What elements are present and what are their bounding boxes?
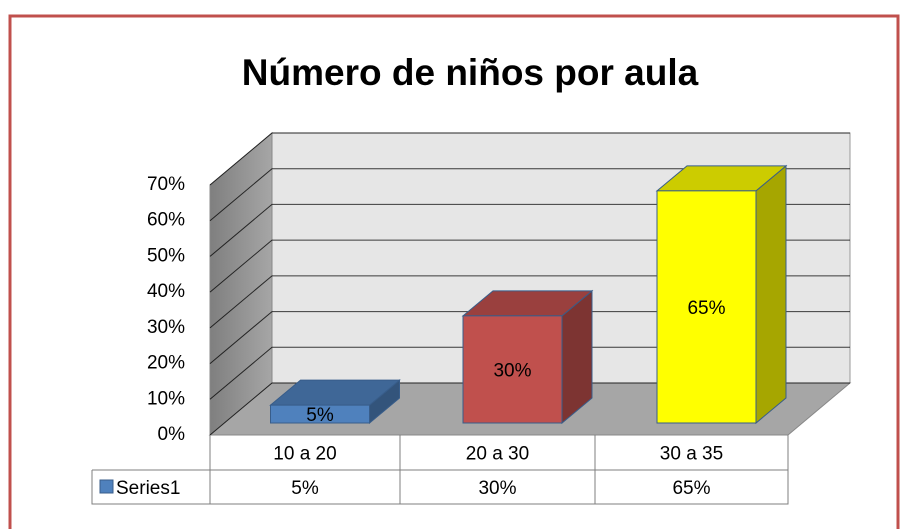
x-tick-label: 10 a 20 (273, 444, 336, 465)
x-tick-label: 30 a 35 (660, 444, 723, 465)
data-label: 30% (493, 360, 531, 381)
y-tick-label: 50% (147, 245, 185, 266)
y-tick-label: 10% (147, 388, 185, 409)
y-tick-label: 40% (147, 281, 185, 302)
legend-label: Series1 (116, 478, 180, 499)
table-value: 30% (478, 478, 516, 499)
y-tick-label: 70% (147, 174, 185, 195)
x-tick-label: 20 a 30 (466, 444, 529, 465)
data-label: 65% (687, 298, 725, 319)
bar-front (656, 190, 757, 424)
bar: 5% (269, 379, 401, 426)
legend-swatch (99, 479, 114, 494)
table-lines (91, 435, 789, 505)
bar-side (755, 164, 787, 425)
table-value: 65% (672, 478, 710, 499)
bar-front (462, 315, 563, 424)
y-tick-label: 20% (147, 353, 185, 374)
chart-border (8, 14, 900, 529)
y-tick-label: 30% (147, 317, 185, 338)
grid-line (209, 132, 850, 186)
y-tick-label: 60% (147, 210, 185, 231)
bar: 30% (461, 289, 594, 425)
table-value: 5% (291, 478, 319, 499)
bar: 65% (655, 164, 788, 425)
grid-line (209, 168, 850, 222)
y-tick-label: 0% (158, 424, 186, 445)
bar-front (270, 404, 370, 424)
data-label: 5% (306, 405, 334, 426)
chart-title: Número de niños por aula (242, 52, 699, 93)
